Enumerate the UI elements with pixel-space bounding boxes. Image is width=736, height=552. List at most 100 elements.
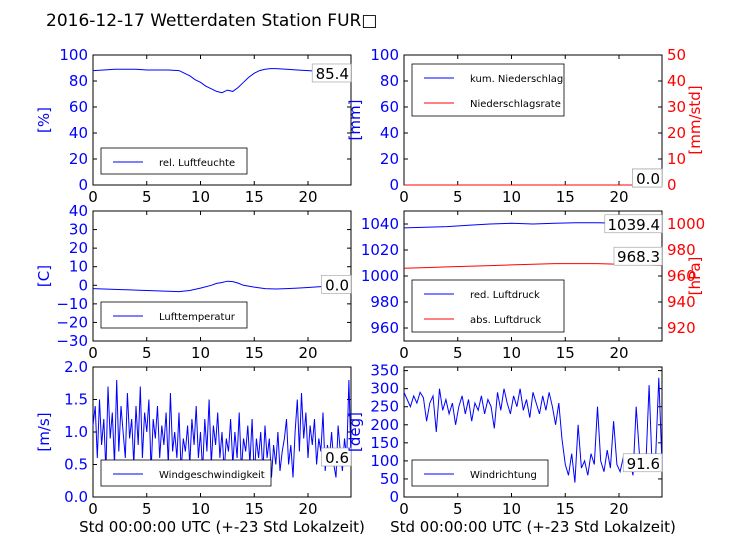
last-value-label-box: [311, 63, 352, 83]
legend-label: red. Luftdruck: [470, 290, 540, 301]
y-tick-label: 150: [370, 434, 399, 452]
x-tick-label: 15: [556, 500, 575, 518]
y-tick-label: 0: [78, 176, 88, 194]
series-line-windspeed-0: [92, 379, 352, 478]
x-tick-label: 20: [609, 188, 628, 206]
legend-label: Windgeschwindigkeit: [159, 470, 265, 481]
last-value-label: 85.4: [316, 65, 349, 83]
y-axis-label: [%]: [35, 107, 53, 133]
last-value-label-box: [321, 447, 352, 467]
y2-tick-label: 10: [667, 150, 686, 168]
y-tick-label: 10: [69, 258, 88, 276]
last-value-label: 0.6: [325, 449, 349, 467]
x-tick-label: 15: [245, 500, 264, 518]
x-tick-label: 0: [399, 500, 409, 518]
y-tick-label: 1.0: [64, 423, 88, 441]
y-tick-label: 40: [69, 202, 88, 220]
y-tick-label: 250: [370, 398, 399, 416]
y-axis-label: [m/s]: [35, 412, 53, 451]
y-tick-label: 30: [69, 221, 88, 239]
legend-label: abs. Luftdruck: [470, 315, 541, 326]
y-tick-label: 20: [69, 239, 88, 257]
y-tick-label: 0.0: [64, 488, 88, 506]
series-line-humidity-0: [92, 68, 352, 94]
last-value-label: 1039.4: [608, 216, 661, 234]
y-tick-label: 1000: [361, 267, 399, 285]
y-tick-label: 0.5: [64, 456, 88, 474]
last-value-label-2-box: [613, 246, 663, 266]
legend-box: [411, 459, 549, 487]
legend-label: kum. Niederschlag: [470, 74, 563, 85]
x-tick-label: 15: [556, 188, 575, 206]
x-tick-label: 15: [245, 188, 264, 206]
y-tick-label: 0: [389, 488, 399, 506]
legend-label: Lufttemperatur: [159, 312, 236, 323]
legend-label: Windrichtung: [470, 470, 537, 481]
x-tick-label: 20: [298, 344, 317, 362]
x-tick-label: 0: [399, 344, 409, 362]
x-tick-label: 5: [142, 500, 152, 518]
x-tick-label: 20: [609, 500, 628, 518]
chart-windspeed: 0 5 10 15 20 0.0 0.5 1.0 1.5 2.0 [m/s] Std 00:00:00…: [35, 358, 365, 536]
y-tick-label: 40: [69, 124, 88, 142]
x-tick-label: 10: [502, 344, 521, 362]
y-tick-label: 40: [380, 124, 399, 142]
plot-frame: [92, 54, 352, 186]
chart-precipitation: 0 5 10 15 20 0 20 40 60 80 100 0 10 20 30 40 50 [mm] [mm/s…: [346, 46, 704, 206]
y2-tick-label: 920: [667, 319, 696, 337]
x-tick-label: 5: [142, 344, 152, 362]
x-tick-label: 10: [191, 344, 210, 362]
legend-box: [100, 301, 248, 329]
last-value-label-2: 968.3: [617, 248, 660, 266]
x-tick-label: 5: [453, 500, 463, 518]
legend-label: Niederschlagsrate: [470, 99, 561, 110]
x-tick-label: 0: [88, 344, 98, 362]
y2-tick-label: 30: [667, 98, 686, 116]
y-tick-label: 60: [380, 98, 399, 116]
y2-tick-label: 1000: [667, 215, 705, 233]
x-tick-label: 0: [88, 188, 98, 206]
y2-tick-label: 960: [667, 267, 696, 285]
y-tick-label: 980: [370, 293, 399, 311]
y2-tick-label: 20: [667, 124, 686, 142]
x-tick-label: 15: [556, 344, 575, 362]
y-tick-label: 100: [370, 46, 399, 64]
last-value-label-2: 0.0: [636, 170, 660, 188]
y2-axis-label: [mm/std]: [686, 85, 704, 154]
y-axis-label: [mm]: [346, 100, 364, 141]
x-tick-label: 10: [502, 188, 521, 206]
y-tick-label: 20: [380, 150, 399, 168]
x-tick-label: 0: [399, 188, 409, 206]
x-tick-label: 0: [88, 500, 98, 518]
x-axis-label: Std 00:00:00 UTC (+-23 Std Lokalzeit): [390, 518, 676, 536]
last-value-label: 91.6: [627, 455, 660, 473]
y-tick-label: −20: [56, 313, 88, 331]
y-tick-label: 100: [59, 46, 88, 64]
x-tick-label: 5: [453, 188, 463, 206]
y2-tick-label: 40: [667, 72, 686, 90]
x-tick-label: 20: [298, 500, 317, 518]
y-tick-label: 1.5: [64, 391, 88, 409]
y-axis-label: [C]: [35, 265, 53, 287]
y-tick-label: 300: [370, 380, 399, 398]
y-tick-label: 1020: [361, 241, 399, 259]
x-tick-label: 10: [191, 188, 210, 206]
chart-humidity: 0 5 10 15 20 0 20 40 60 80 100 [%] rel. Luftfeuchte 8…: [35, 46, 352, 206]
y-tick-label: 80: [380, 72, 399, 90]
x-tick-label: 20: [609, 344, 628, 362]
y2-axis-label: [hPa]: [686, 257, 704, 296]
y-tick-label: 1040: [361, 215, 399, 233]
y-tick-label: 20: [69, 150, 88, 168]
y-tick-label: 80: [69, 72, 88, 90]
series-line-temperature-0: [92, 280, 352, 293]
legend-box: [100, 147, 248, 175]
last-value-label-2-box: [632, 168, 663, 188]
y-tick-label: 2.0: [64, 358, 88, 376]
x-axis-label: Std 00:00:00 UTC (+-23 Std Lokalzeit): [79, 518, 365, 536]
y2-tick-label: 50: [667, 46, 686, 64]
y2-tick-label: 980: [667, 241, 696, 259]
figure-title: 2016-12-17 Wetterdaten Station FUR□: [46, 11, 377, 31]
chart-pressure: 0 5 10 15 20 960 980 1000 1020 1040 920 940 960 980 10…: [361, 210, 705, 362]
x-tick-label: 20: [298, 188, 317, 206]
